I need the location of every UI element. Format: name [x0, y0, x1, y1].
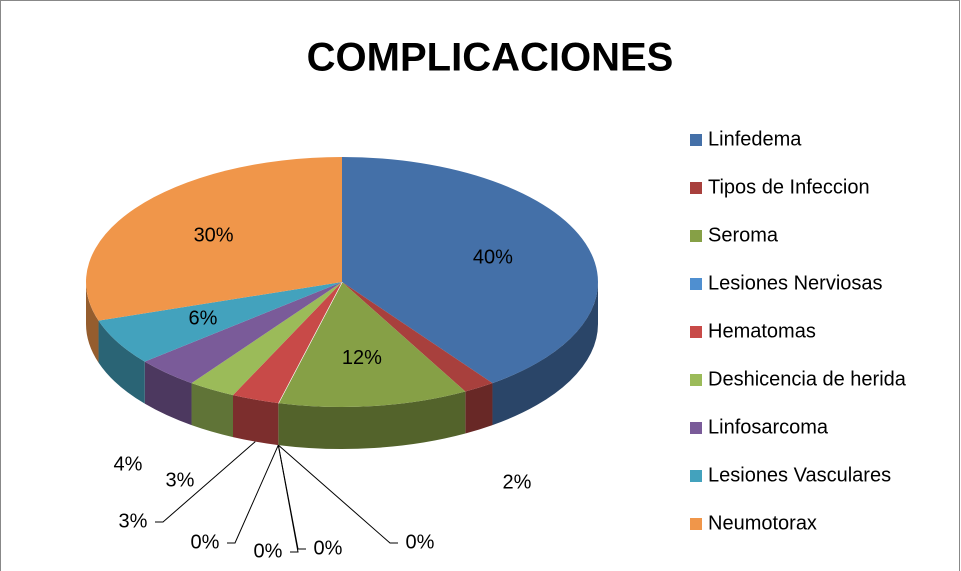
legend-swatch [690, 326, 702, 338]
legend-swatch [690, 182, 702, 194]
data-label: 30% [194, 225, 234, 247]
leader-line [277, 444, 299, 553]
legend-swatch [690, 134, 702, 146]
pie-slice [233, 282, 342, 404]
pie-slice [342, 157, 599, 384]
legend-label: Linfosarcoma [708, 416, 829, 438]
data-label: 3% [166, 469, 195, 491]
data-label: 0% [191, 531, 220, 553]
pie-slice [98, 282, 342, 362]
data-label: 12% [342, 347, 382, 369]
legend-swatch [690, 422, 702, 434]
legend-swatch [690, 374, 702, 386]
leader-line [278, 444, 398, 544]
pie-side [233, 395, 279, 446]
leader-line [227, 444, 279, 544]
data-label: 6% [188, 308, 217, 330]
legend-swatch [690, 278, 702, 290]
pie-slice [278, 282, 466, 407]
pie-slice [85, 157, 343, 321]
data-label: 0% [314, 537, 343, 559]
data-label: 0% [406, 531, 435, 553]
pie-side [144, 361, 192, 426]
legend-label: Tipos de Infeccion [708, 176, 870, 198]
pie-side [86, 282, 99, 363]
legend-label: Hematomas [708, 320, 816, 342]
pie-slice [342, 282, 493, 392]
chart-title: COMPLICACIONES [307, 36, 674, 80]
leader-line [277, 444, 306, 550]
pie-side [465, 383, 493, 434]
leader-line [155, 441, 256, 523]
legend-swatch [690, 230, 702, 242]
data-label: 4% [114, 453, 143, 475]
legend-label: Neumotorax [708, 512, 817, 534]
legend-label: Lesiones Nerviosas [708, 272, 883, 294]
legend-label: Linfedema [708, 128, 802, 150]
pie-side [278, 391, 466, 449]
legend-label: Seroma [708, 224, 779, 246]
legend-label: Lesiones Vasculares [708, 464, 891, 486]
data-label: 3% [119, 510, 148, 532]
pie-side [492, 282, 598, 426]
data-label: 2% [503, 471, 532, 493]
pie-side [191, 383, 234, 438]
pie-slice [191, 282, 342, 396]
data-label: 40% [473, 246, 513, 268]
legend-swatch [690, 470, 702, 482]
legend-label: Deshicencia de herida [708, 368, 907, 390]
legend-swatch [690, 518, 702, 530]
pie-side [98, 320, 145, 404]
data-label: 0% [254, 540, 283, 562]
pie-slice [144, 282, 342, 384]
